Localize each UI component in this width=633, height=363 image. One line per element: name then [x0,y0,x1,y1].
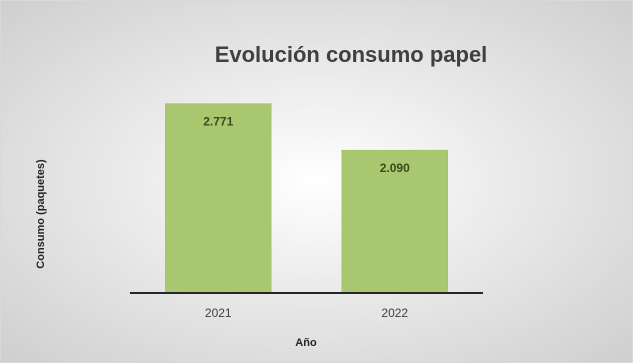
data-label-2021: 2.771 [203,115,233,129]
y-axis-label: Consumo (paquetes) [35,159,47,269]
x-tick-label-2021: 2021 [205,306,232,320]
x-tick-label-2022: 2022 [381,306,408,320]
data-label-2022: 2.090 [380,161,410,175]
x-axis-label: Año [295,337,317,349]
chart-title: Evolución consumo papel [215,42,488,67]
bar-2021 [165,103,272,294]
bar-2022 [341,149,448,294]
bars-layer: 2.771 2021 2.090 2022 [165,103,448,320]
